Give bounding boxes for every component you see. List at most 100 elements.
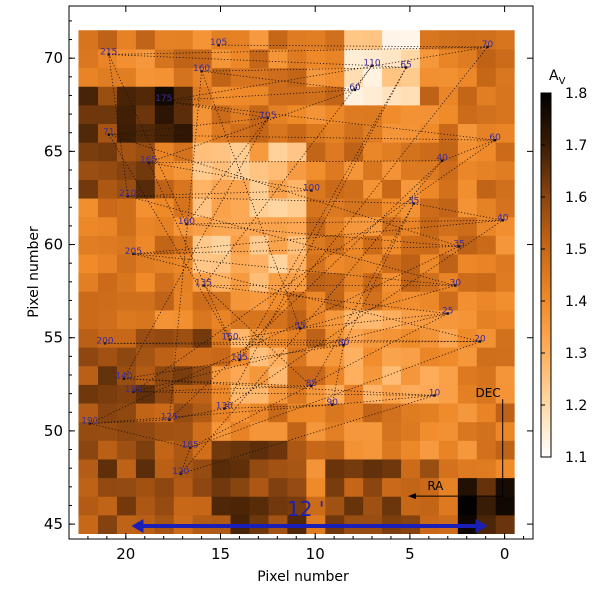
- heatmap-cell: [229, 347, 250, 367]
- heatmap-cell: [229, 30, 250, 50]
- heatmap-cell: [286, 197, 307, 218]
- heatmap-cell: [381, 347, 402, 367]
- heatmap-cell: [173, 86, 193, 106]
- position-label: 125: [161, 413, 178, 423]
- heatmap-cell: [78, 179, 99, 199]
- heatmap-cell: [116, 421, 136, 441]
- heatmap-cell: [267, 48, 288, 69]
- heatmap-cell: [343, 216, 364, 236]
- heatmap-cell: [248, 67, 269, 87]
- heatmap-cell: [97, 104, 117, 125]
- heatmap-cell: [173, 253, 193, 274]
- heatmap-cell: [476, 365, 496, 385]
- heatmap-cell: [97, 365, 117, 385]
- heatmap-cell: [229, 235, 250, 255]
- heatmap-cell: [476, 67, 496, 87]
- heatmap-cell: [476, 235, 496, 255]
- heatmap-cell: [400, 48, 420, 69]
- heatmap-cell: [324, 160, 345, 180]
- heatmap-cell: [248, 458, 269, 479]
- heatmap-cell: [476, 477, 496, 497]
- scan-point-marker: [162, 99, 165, 103]
- heatmap-cell: [78, 104, 99, 125]
- heatmap-cell: [154, 104, 174, 125]
- heatmap-cell: [267, 86, 288, 106]
- heatmap-cell: [362, 384, 383, 404]
- heatmap-cell: [78, 197, 99, 218]
- position-label: 215: [100, 47, 117, 57]
- heatmap-cell: [78, 514, 99, 535]
- y-tick-label: 70: [44, 49, 63, 67]
- heatmap-cell: [78, 123, 99, 143]
- heatmap-cell: [286, 123, 307, 143]
- heatmap-cell: [305, 309, 326, 330]
- heatmap-cell: [305, 328, 326, 348]
- heatmap-cell: [154, 496, 174, 516]
- heatmap-cell: [457, 179, 477, 199]
- heatmap-cell: [305, 440, 326, 460]
- heatmap-cell: [400, 440, 420, 460]
- heatmap-cell: [305, 197, 326, 218]
- heatmap-cell: [173, 160, 193, 180]
- x-tick-label: 20: [116, 545, 135, 563]
- heatmap-cell: [343, 328, 364, 348]
- colorbar-strip: [540, 92, 552, 458]
- heatmap-cell: [192, 291, 212, 311]
- heatmap-cell: [476, 458, 496, 479]
- heatmap-cell: [438, 179, 458, 199]
- heatmap-cell: [381, 309, 402, 330]
- heatmap-cell: [135, 458, 155, 479]
- position-label: 71: [103, 128, 114, 138]
- heatmap-cell: [192, 142, 212, 162]
- heatmap-cell: [267, 67, 288, 87]
- y-tick-label: 55: [44, 329, 63, 347]
- heatmap-cell: [362, 104, 383, 125]
- heatmap-cell: [116, 440, 136, 460]
- heatmap-cell: [229, 402, 250, 423]
- position-label: 130: [216, 402, 233, 412]
- heatmap-cell: [476, 496, 496, 516]
- heatmap-cell: [324, 477, 345, 497]
- heatmap-cell: [476, 272, 496, 292]
- heatmap-cell: [154, 309, 174, 330]
- heatmap-cell: [438, 160, 458, 180]
- heatmap-cell: [400, 347, 420, 367]
- heatmap-cell: [286, 160, 307, 180]
- heatmap-cell: [267, 328, 288, 348]
- heatmap-cell: [381, 86, 402, 106]
- heatmap-cell: [305, 421, 326, 441]
- heatmap-cell: [362, 179, 383, 199]
- heatmap-cell: [495, 458, 515, 479]
- heatmap-cell: [495, 347, 515, 367]
- heatmap-cell: [97, 30, 117, 50]
- heatmap-cell: [438, 86, 458, 106]
- heatmap-cell: [135, 440, 155, 460]
- heatmap-cell: [154, 291, 174, 311]
- heatmap-cell: [116, 384, 136, 404]
- scan-point-marker: [501, 219, 504, 222]
- heatmap-cell: [173, 179, 193, 199]
- scan-point-marker: [342, 343, 345, 347]
- heatmap-cell: [267, 458, 288, 479]
- heatmap-cell: [116, 365, 136, 385]
- heatmap-cell: [211, 216, 231, 236]
- x-tick-label: 0: [500, 545, 510, 563]
- heatmap-cell: [211, 347, 231, 367]
- heatmap-cell: [78, 477, 99, 497]
- heatmap-cell: [248, 216, 269, 236]
- heatmap-cell: [381, 30, 402, 50]
- heatmap-cell: [381, 67, 402, 87]
- heatmap-cell: [495, 421, 515, 441]
- heatmap-cell: [116, 86, 136, 106]
- heatmap-cell: [438, 477, 458, 497]
- heatmap-cell: [229, 421, 250, 441]
- heatmap-cell: [248, 30, 269, 50]
- scan-point-marker: [189, 446, 192, 449]
- heatmap-cell: [248, 235, 269, 255]
- heatmap-cell: [419, 179, 439, 199]
- heatmap-cell: [400, 67, 420, 87]
- x-tick-label: 15: [211, 545, 230, 563]
- heatmap-cell: [419, 309, 439, 330]
- heatmap-cell: [248, 477, 269, 497]
- colorbar-title-main: A: [549, 68, 559, 84]
